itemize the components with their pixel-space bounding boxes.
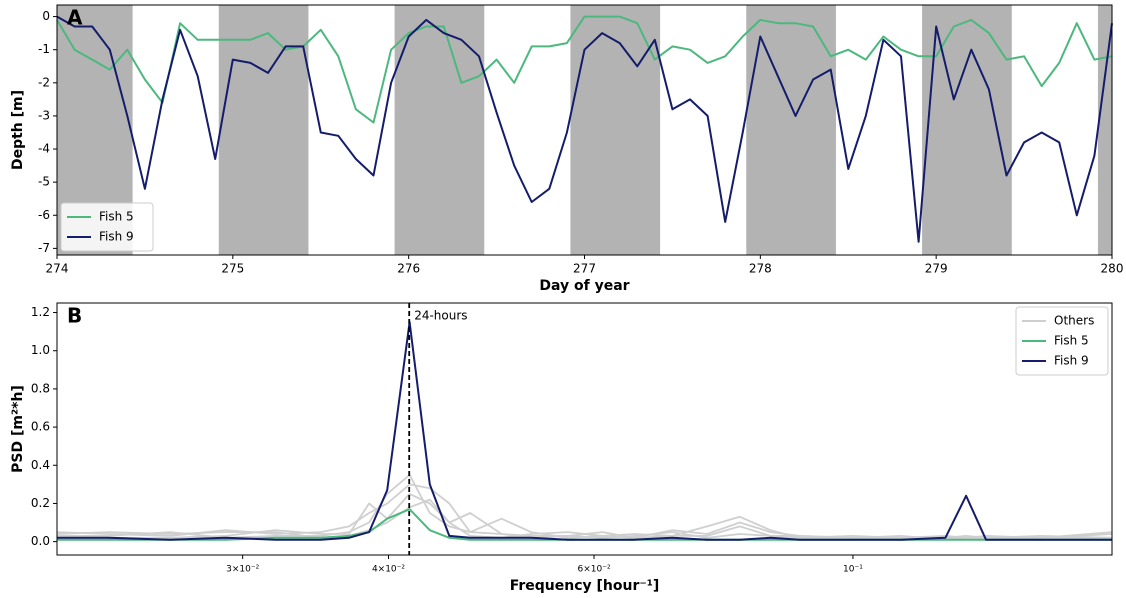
x-tick-label: 6×10⁻²: [577, 565, 610, 575]
x-tick-label: 277: [573, 262, 596, 276]
panel-label: B: [67, 304, 82, 328]
night-span: [1097, 5, 1112, 255]
y-axis-label: Depth [m]: [10, 90, 26, 170]
x-tick-label: 278: [749, 262, 772, 276]
y-tick-label: -6: [38, 208, 50, 222]
series-line: [56, 15, 1113, 243]
y-tick-label: 0.2: [31, 496, 50, 510]
x-tick-label: 279: [925, 262, 948, 276]
y-tick-label: 0.4: [31, 458, 50, 472]
x-tick-label: 280: [1101, 262, 1124, 276]
y-tick-label: 0: [42, 9, 50, 23]
x-axis-label: Day of year: [539, 278, 629, 294]
y-tick-label: -2: [38, 75, 50, 89]
x-axis-label: Frequency [hour⁻¹]: [510, 578, 660, 594]
night-span: [218, 5, 309, 255]
series-line: [57, 508, 1112, 541]
series-line: [57, 473, 1113, 539]
y-tick-label: -5: [38, 175, 50, 189]
night-span: [570, 5, 661, 255]
series-line: [57, 493, 1112, 541]
y-tick-label: 1.0: [31, 343, 50, 357]
reference-label: 24-hours: [414, 309, 467, 323]
y-tick-label: -4: [38, 142, 50, 156]
y-tick-label: 0.8: [31, 381, 50, 395]
night-span: [746, 5, 836, 255]
legend-label: Fish 5: [1054, 334, 1089, 348]
x-tick-label: 275: [221, 262, 244, 276]
x-tick-label: 3×10⁻²: [226, 565, 259, 575]
series-line: [57, 321, 1112, 541]
legend-label: Fish 5: [99, 210, 134, 224]
legend-label: Others: [1054, 314, 1094, 328]
x-tick-label: 10⁻¹: [843, 565, 863, 575]
x-tick-label: 4×10⁻²: [372, 565, 405, 575]
y-tick-label: 0.0: [31, 534, 50, 548]
x-tick-label: 276: [397, 262, 420, 276]
legend-box: [60, 202, 154, 252]
panel-label: A: [67, 6, 83, 30]
legend-label: Fish 9: [99, 230, 134, 244]
y-tick-label: 1.2: [31, 305, 50, 319]
y-tick-label: 0.6: [31, 420, 50, 434]
y-tick-label: -7: [38, 241, 50, 255]
night-span: [394, 5, 485, 255]
axes-frame: [56, 302, 1113, 556]
y-tick-label: -1: [38, 42, 50, 56]
y-axis-label: PSD [m²*h]: [10, 385, 26, 473]
x-tick-label: 274: [46, 262, 69, 276]
legend-box: [1015, 306, 1109, 376]
series-line: [56, 483, 1113, 539]
series-line: [56, 15, 1113, 124]
y-tick-label: -3: [38, 108, 50, 122]
legend-label: Fish 9: [1054, 354, 1089, 368]
